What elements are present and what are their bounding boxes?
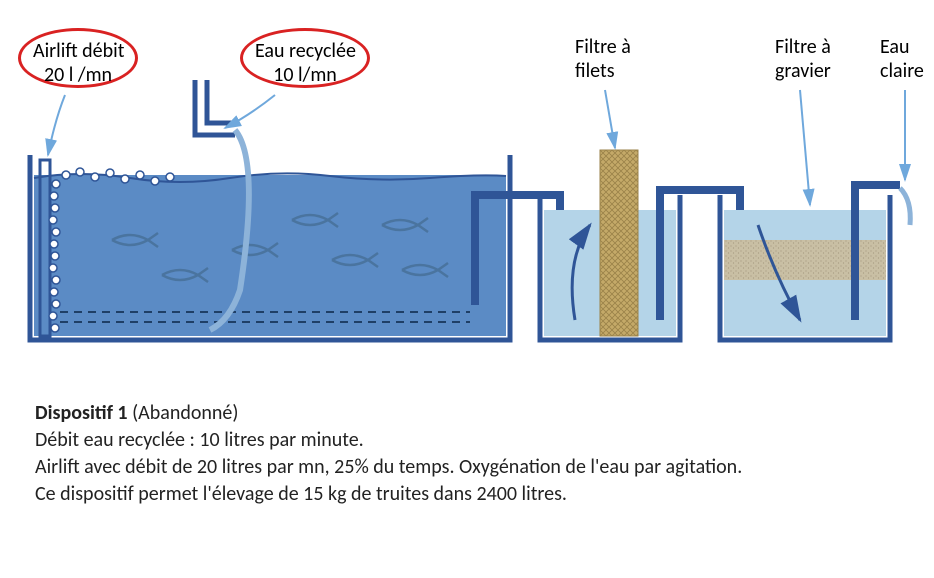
label-recycled: Eau recyclée 10 l/mn bbox=[240, 28, 370, 88]
caption-line3: Airlift avec débit de 20 litres par mn, … bbox=[35, 454, 905, 481]
label-airlift: Airlift débit 20 l /mn bbox=[18, 28, 138, 88]
caption-line2: Débit eau recyclée : 10 litres par minut… bbox=[35, 427, 905, 454]
caption-block: Dispositif 1 (Abandonné) Débit eau recyc… bbox=[35, 400, 905, 508]
caption-title-bold: Dispositif 1 bbox=[35, 401, 128, 425]
caption-line4: Ce dispositif permet l'élevage de 15 kg … bbox=[35, 481, 905, 508]
caption-title-rest: (Abandonné) bbox=[128, 401, 239, 425]
label-clear-water: Eau claire bbox=[880, 35, 924, 83]
label-filter-gravel: Filtre à gravier bbox=[775, 35, 831, 83]
caption-title: Dispositif 1 (Abandonné) bbox=[35, 400, 905, 427]
label-filter-net: Filtre à filets bbox=[575, 35, 631, 83]
filter-gravel-tank bbox=[720, 195, 890, 340]
